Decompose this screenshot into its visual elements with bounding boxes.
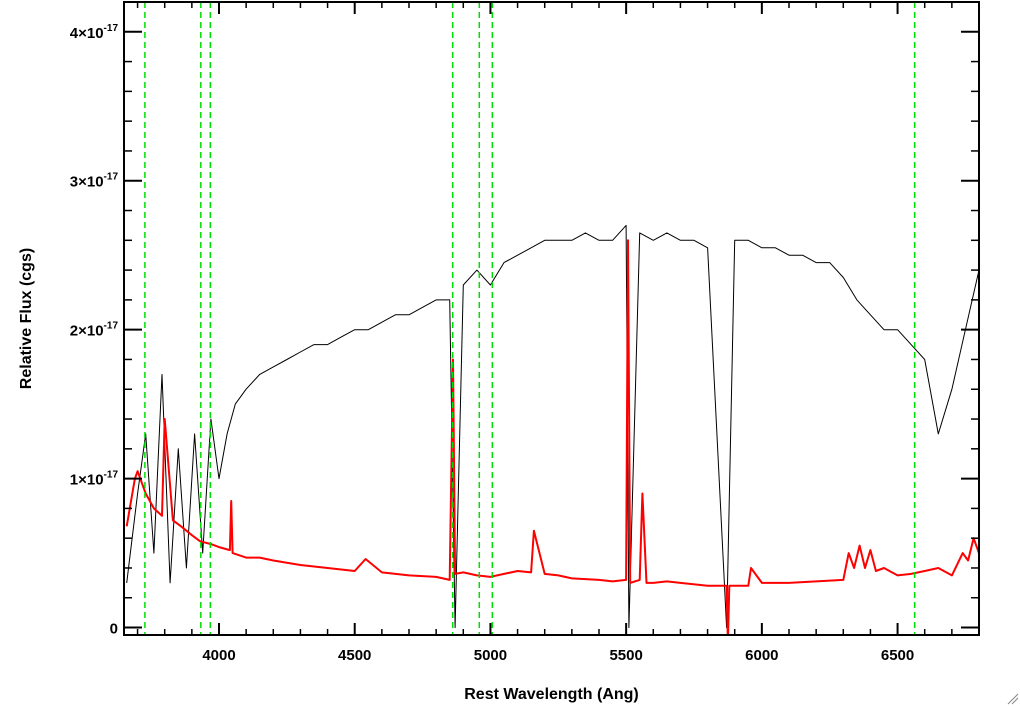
x-tick-label: 6000 xyxy=(745,647,778,664)
model-spectrum-line xyxy=(125,239,979,635)
x-tick-label: 6500 xyxy=(881,647,914,664)
x-tick-label: 5500 xyxy=(609,647,642,664)
plot-content xyxy=(125,2,979,635)
y-axis-title: Relative Flux (cgs) xyxy=(18,248,35,389)
x-tick-label: 5000 xyxy=(474,647,507,664)
y-tick-label: 0 xyxy=(110,621,118,638)
observed-spectrum-line xyxy=(126,224,979,629)
x-axis-ticks: 4000 4500 5000 5500 6000 6500 xyxy=(136,2,980,664)
x-tick-label: 4000 xyxy=(202,647,235,664)
plot-frame xyxy=(123,1,980,636)
x-tick-label: 4500 xyxy=(338,647,371,664)
resize-grip-icon[interactable] xyxy=(1007,693,1019,705)
x-axis-title: Rest Wavelength (Ang) xyxy=(464,686,639,703)
plot-area xyxy=(125,2,979,635)
